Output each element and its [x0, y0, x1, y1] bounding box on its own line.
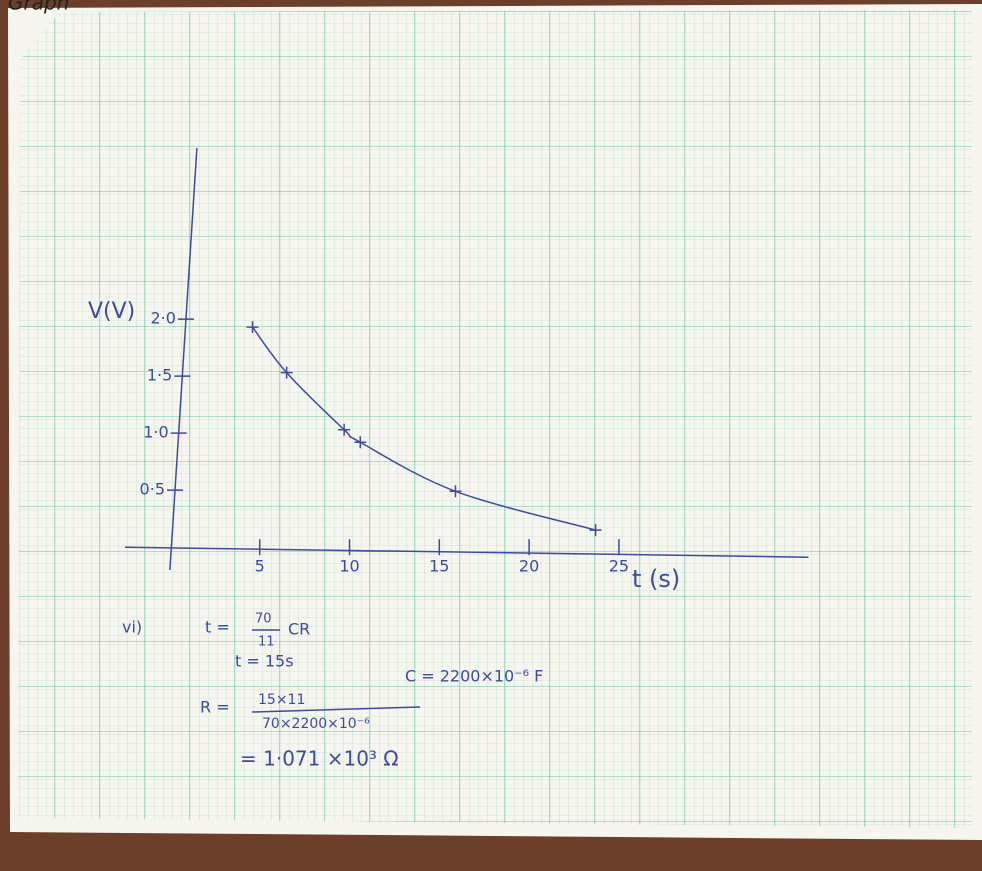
page: Graph V(V) t (s) vi) t = 70 11 CR t = 15…	[0, 0, 982, 871]
note: 70×2200×10⁻⁶	[262, 716, 370, 732]
x-tick-label: 10	[339, 557, 359, 576]
x-axis-label: t (s)	[632, 565, 680, 593]
photo: Graph V(V) t (s) vi) t = 70 11 CR t = 15…	[0, 0, 982, 871]
note: CR	[288, 620, 310, 639]
x-tick-label: 20	[519, 557, 539, 576]
note: C = 2200×10⁻⁶ F	[405, 667, 543, 686]
x-tick-label: 5	[255, 557, 265, 576]
note: t =	[205, 618, 230, 637]
y-axis-label: V(V)	[88, 299, 135, 324]
x-tick-label: 15	[429, 557, 449, 576]
note: 70	[255, 612, 272, 627]
note: 15×11	[258, 692, 305, 708]
y-tick-label: 2·0	[151, 309, 176, 328]
note: 11	[258, 635, 275, 650]
y-tick-label: 1·5	[147, 366, 172, 385]
x-tick-label: 25	[609, 557, 629, 576]
graph-grid	[18, 10, 972, 828]
title: Graph	[8, 0, 69, 15]
note: vi)	[122, 618, 142, 637]
note: = 1·071 ×10³ Ω	[240, 747, 399, 771]
note: R =	[200, 698, 230, 717]
note: t = 15s	[235, 652, 294, 671]
y-tick-label: 0·5	[140, 480, 165, 499]
y-tick-label: 1·0	[143, 423, 168, 442]
